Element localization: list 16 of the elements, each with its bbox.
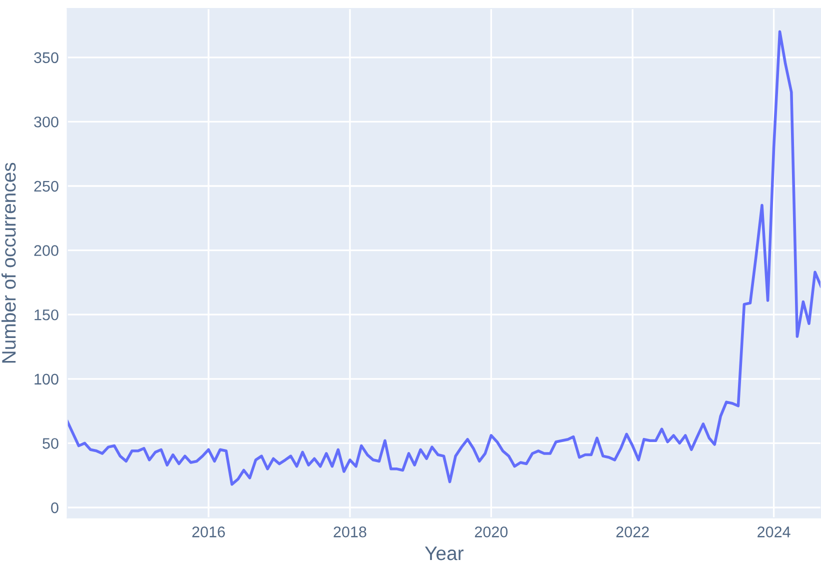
y-tick-label: 50 (42, 438, 58, 449)
x-tick-label: 2018 (334, 526, 366, 538)
y-tick-label: 350 (34, 52, 58, 64)
y-tick-label: 150 (34, 309, 58, 320)
x-tick-label: 2022 (616, 526, 649, 538)
line-series (67, 30, 821, 486)
y-tick-label: 300 (34, 116, 58, 128)
y-tick-label: 200 (34, 245, 58, 256)
x-tick-label: 2016 (192, 526, 225, 538)
x-axis-title: Year (424, 546, 464, 560)
x-tick-label: 2024 (758, 526, 790, 538)
x-tick-label: 2020 (474, 526, 508, 538)
y-tick-label: 250 (34, 180, 58, 192)
y-axis-title: Number of occurrences (1, 162, 16, 363)
y-tick-label: 100 (34, 374, 58, 385)
y-tick-label: 0 (51, 502, 58, 514)
